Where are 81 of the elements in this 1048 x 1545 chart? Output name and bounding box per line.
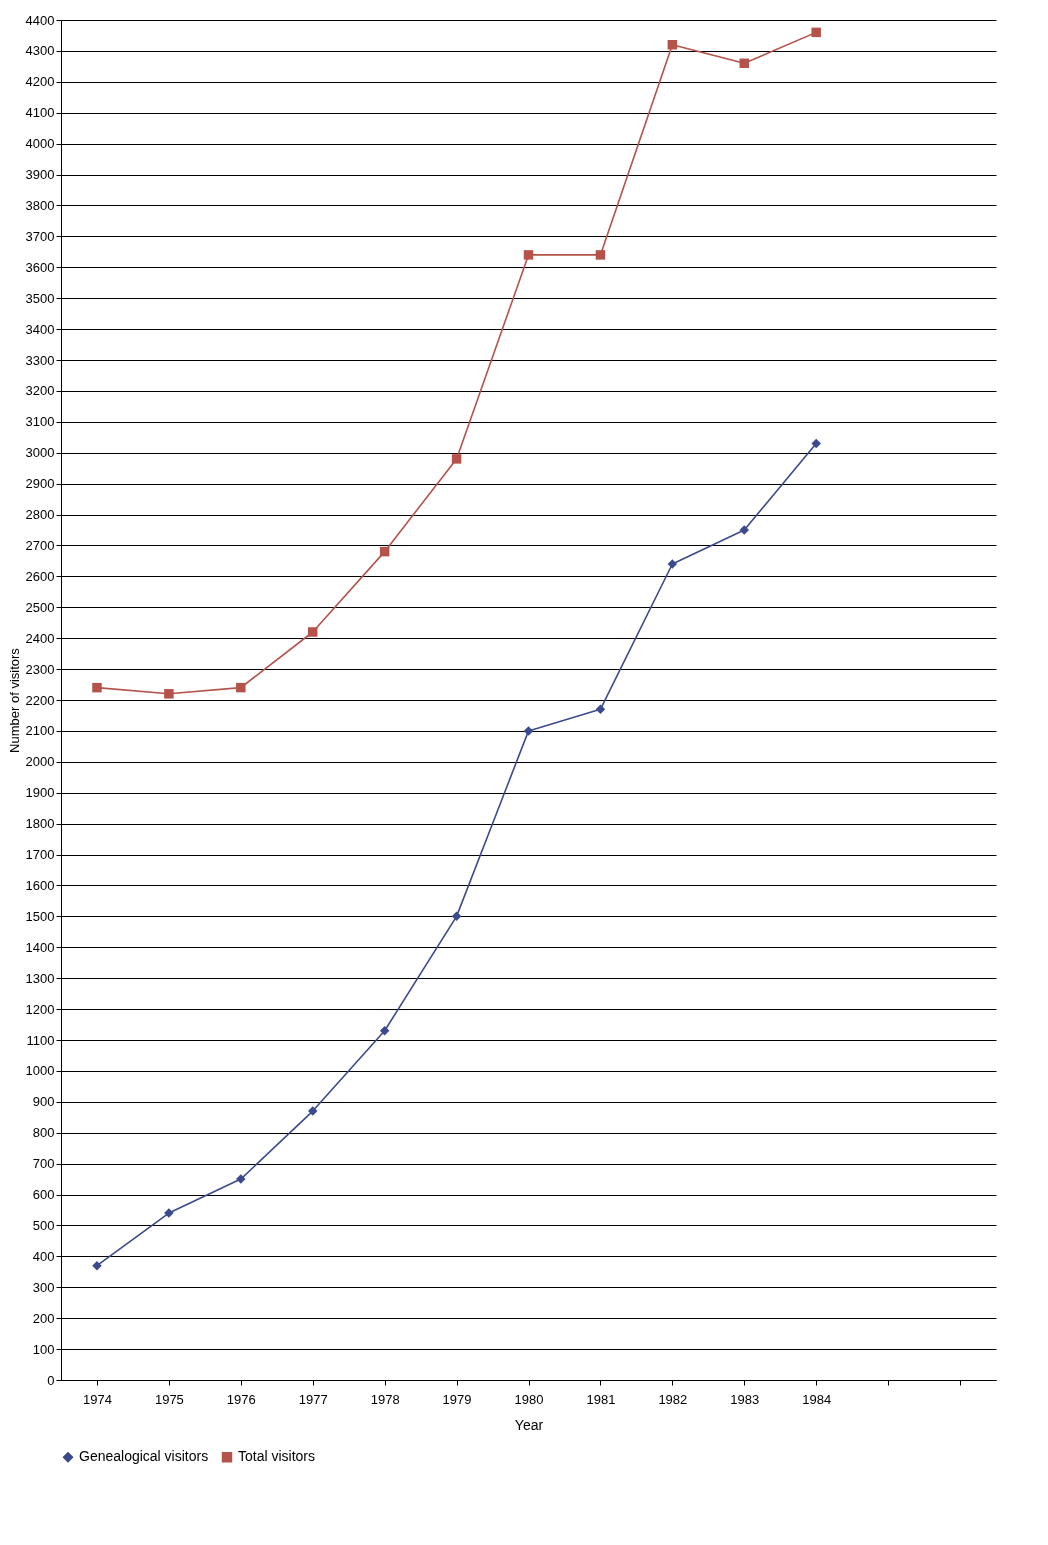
y-tick-label: 2200: [25, 692, 55, 708]
point: [307, 627, 318, 637]
x-tick-label: 1984: [802, 1391, 832, 1407]
y-tick-label: 900: [32, 1094, 55, 1110]
y-tick-label: 300: [32, 1279, 55, 1295]
point: [811, 27, 821, 38]
y-tick-label: 1400: [25, 939, 55, 955]
y-tick-label: 4000: [25, 136, 55, 152]
y-tick-label: 3500: [25, 290, 55, 306]
y-tick-label: 3700: [25, 228, 55, 244]
y-tick-label: 1500: [25, 908, 55, 924]
y-tick-label: 3300: [25, 352, 55, 368]
y-tick-label: 1100: [26, 1032, 55, 1048]
y-tick-label: 500: [32, 1217, 55, 1233]
point: [92, 1260, 102, 1271]
y-tick-label: 2000: [25, 754, 55, 770]
y-tick-label: 400: [32, 1248, 55, 1264]
y-tick-label: 3600: [25, 259, 55, 275]
x-tick-label: 1974: [83, 1391, 112, 1407]
x-tick-label: 1975: [154, 1391, 184, 1407]
y-tick-label: 700: [32, 1156, 55, 1172]
y-tick-label: 2600: [25, 568, 55, 584]
point: [236, 682, 246, 693]
x-tick-label: 1982: [658, 1391, 688, 1407]
y-tick-label: 4400: [25, 12, 55, 28]
y-tick-label: 1300: [25, 970, 55, 986]
x-tick-label: 1980: [514, 1391, 544, 1407]
point: [236, 1174, 246, 1184]
y-tick-label: 1000: [25, 1063, 55, 1079]
point: [92, 682, 102, 693]
y-tick-label: 3800: [25, 197, 55, 213]
x-tick-label: 1976: [226, 1391, 256, 1407]
y-tick-label: 2800: [25, 507, 55, 523]
y-tick-label: 2300: [25, 661, 55, 677]
y-tick-label: 2100: [25, 723, 55, 739]
point: [739, 58, 750, 69]
point: [667, 39, 678, 50]
legend-label: Total visitors: [238, 1448, 316, 1465]
y-tick-label: 4300: [25, 43, 55, 59]
y-tick-label: 100: [32, 1341, 55, 1357]
y-axis-title: Number of visitors: [6, 647, 22, 753]
point: [307, 1106, 318, 1116]
legend-label: Genealogical visitors: [79, 1448, 209, 1465]
y-tick-label: 2500: [25, 599, 55, 615]
y-tick-label: 2700: [25, 537, 55, 553]
y-tick-label: 3400: [25, 321, 55, 337]
x-tick-label: 1981: [586, 1391, 616, 1407]
y-tick-label: 2900: [25, 476, 55, 492]
y-tick-label: 1200: [25, 1001, 55, 1017]
x-tick-label: 1979: [442, 1391, 472, 1407]
point: [379, 546, 390, 557]
y-tick-label: 1600: [25, 877, 55, 893]
point: [595, 704, 606, 715]
y-tick-label: 600: [32, 1187, 55, 1203]
point: [523, 250, 534, 260]
point: [451, 454, 462, 464]
x-tick-label: 1983: [730, 1391, 760, 1407]
y-tick-label: 0: [47, 1372, 55, 1388]
point: [595, 250, 606, 260]
y-tick-label: 3900: [25, 167, 55, 183]
y-tick-label: 4100: [25, 105, 55, 121]
point: [451, 911, 462, 922]
point: [667, 559, 678, 569]
y-tick-label: 800: [32, 1125, 55, 1141]
y-tick-label: 1900: [25, 785, 55, 801]
point: [811, 438, 821, 449]
y-tick-label: 4200: [25, 74, 55, 90]
x-tick-label: 1977: [298, 1391, 328, 1407]
y-tick-label: 3000: [25, 445, 55, 461]
point: [164, 689, 174, 699]
y-tick-label: 1800: [25, 816, 55, 832]
point: [739, 525, 750, 535]
point: [523, 726, 534, 736]
y-tick-label: 2400: [25, 630, 55, 646]
x-axis-title: Year: [514, 1416, 544, 1433]
point: [379, 1025, 390, 1036]
y-tick-label: 1700: [25, 847, 55, 863]
x-tick-label: 1978: [370, 1391, 400, 1407]
y-tick-label: 3200: [25, 383, 55, 399]
y-tick-label: 200: [32, 1310, 55, 1326]
y-tick-label: 3100: [25, 414, 55, 430]
